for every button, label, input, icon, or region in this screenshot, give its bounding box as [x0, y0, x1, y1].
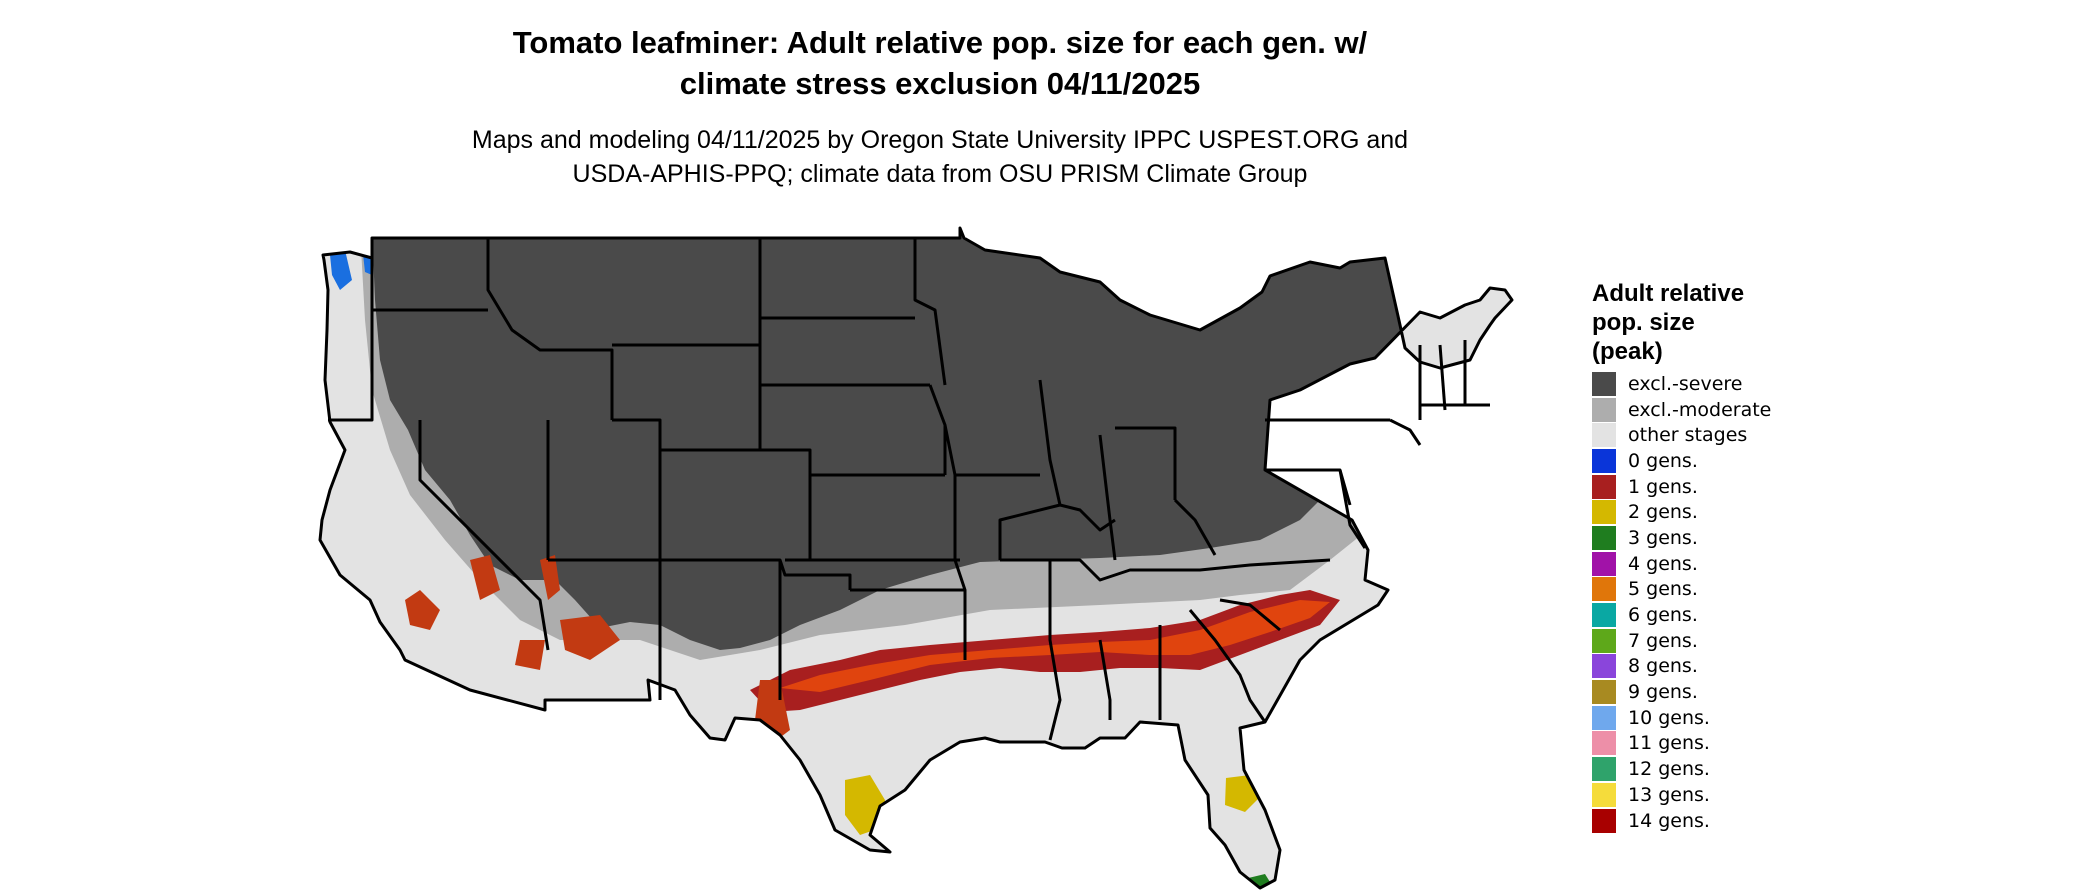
legend-label: 2 gens.: [1628, 501, 1698, 524]
legend-item: 10 gens.: [1592, 705, 1771, 731]
legend-label: 14 gens.: [1628, 809, 1710, 832]
legend-item: 11 gens.: [1592, 731, 1771, 757]
region-excl-severe: [372, 230, 1400, 650]
map-title: Tomato leafminer: Adult relative pop. si…: [380, 22, 1500, 104]
legend-swatch: [1592, 525, 1616, 550]
legend-swatch: [1592, 757, 1616, 782]
state-borders: [318, 226, 1514, 890]
legend-item: 0 gens.: [1592, 448, 1771, 474]
legend-swatch: [1592, 500, 1616, 525]
legend-item: 3 gens.: [1592, 525, 1771, 551]
legend-label: 6 gens.: [1628, 604, 1698, 627]
legend-label: 10 gens.: [1628, 706, 1710, 729]
region-warm-band-core: [780, 600, 1330, 692]
legend-item: 7 gens.: [1592, 628, 1771, 654]
legend-swatch: [1592, 808, 1616, 833]
legend-item: 2 gens.: [1592, 499, 1771, 525]
legend-title: Adult relative pop. size (peak): [1592, 279, 1812, 366]
legend-title-line-1: Adult relative: [1592, 280, 1745, 307]
legend-title-line-3: (peak): [1592, 338, 1663, 365]
legend-label: other stages: [1628, 424, 1748, 447]
legend-swatch: [1592, 731, 1616, 756]
legend-label: 12 gens.: [1628, 758, 1710, 781]
legend-item: 1 gens.: [1592, 474, 1771, 500]
legend-swatch: [1592, 397, 1616, 422]
legend-swatch: [1592, 705, 1616, 730]
legend-label: 5 gens.: [1628, 578, 1698, 601]
legend-label: 0 gens.: [1628, 449, 1698, 472]
legend-label: 3 gens.: [1628, 526, 1698, 549]
map-title-line-1: Tomato leafminer: Adult relative pop. si…: [512, 25, 1368, 60]
legend-item: excl.-moderate: [1592, 397, 1771, 423]
legend-item: other stages: [1592, 422, 1771, 448]
legend-swatch: [1592, 448, 1616, 473]
legend-item: 9 gens.: [1592, 679, 1771, 705]
legend-item: 13 gens.: [1592, 782, 1771, 808]
legend-swatch: [1592, 474, 1616, 499]
legend-item: 12 gens.: [1592, 756, 1771, 782]
legend-title-line-2: pop. size: [1592, 309, 1695, 336]
legend-swatch: [1592, 680, 1616, 705]
legend-swatch: [1592, 551, 1616, 576]
legend-swatch: [1592, 423, 1616, 448]
legend-label: 4 gens.: [1628, 552, 1698, 575]
legend-label: 7 gens.: [1628, 629, 1698, 652]
legend-label: 9 gens.: [1628, 681, 1698, 704]
legend-item: 4 gens.: [1592, 551, 1771, 577]
legend-item: 5 gens.: [1592, 577, 1771, 603]
legend-label: 11 gens.: [1628, 732, 1710, 755]
region-puget-coast: [330, 245, 372, 290]
map-title-line-2: climate stress exclusion 04/11/2025: [679, 66, 1201, 101]
us-map: [318, 226, 1514, 890]
legend-swatch: [1592, 603, 1616, 628]
legend-swatch: [1592, 371, 1616, 396]
region-west-heat-patches: [405, 555, 790, 745]
legend-label: excl.-severe: [1628, 372, 1743, 395]
legend-swatch: [1592, 782, 1616, 807]
legend-item: excl.-severe: [1592, 371, 1771, 397]
legend-label: 13 gens.: [1628, 783, 1710, 806]
legend-label: excl.-moderate: [1628, 398, 1772, 421]
map-subtitle-line-2: USDA-APHIS-PPQ; climate data from OSU PR…: [572, 160, 1308, 188]
legend-item: 14 gens.: [1592, 808, 1771, 834]
map-subtitle-line-1: Maps and modeling 04/11/2025 by Oregon S…: [471, 126, 1409, 154]
legend-item: 8 gens.: [1592, 654, 1771, 680]
legend-swatch: [1592, 577, 1616, 602]
legend-swatch: [1592, 654, 1616, 679]
map-fill-layer: [320, 228, 1512, 888]
map-subtitle: Maps and modeling 04/11/2025 by Oregon S…: [380, 123, 1500, 191]
legend-swatch: [1592, 628, 1616, 653]
legend-item: 6 gens.: [1592, 602, 1771, 628]
legend-label: 8 gens.: [1628, 655, 1698, 678]
legend: excl.-severe excl.-moderate other stages 0 …: [1592, 371, 1771, 833]
legend-label: 1 gens.: [1628, 475, 1698, 498]
